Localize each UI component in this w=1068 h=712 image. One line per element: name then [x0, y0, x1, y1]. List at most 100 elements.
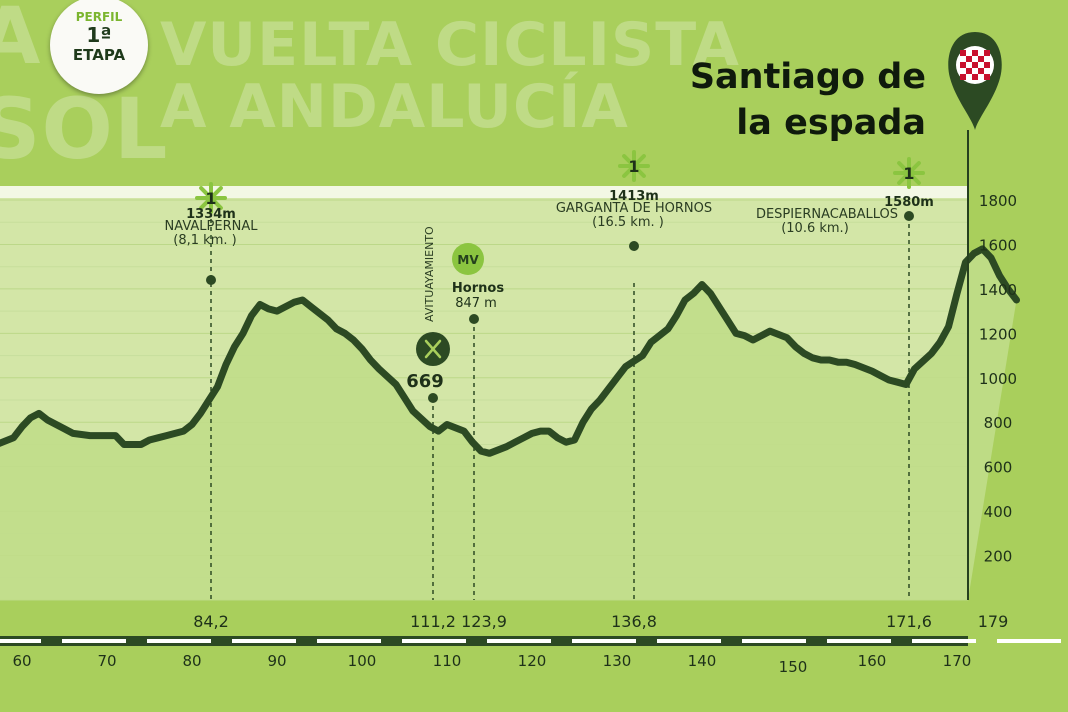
climb-name-label: GARGANTA DE HORNOS	[556, 201, 712, 216]
climb-category-label: 1	[205, 189, 216, 208]
x-axis-bar-segment	[232, 639, 296, 643]
climb-icon-ray	[622, 154, 646, 178]
climb-category-icon: 1	[893, 157, 925, 189]
feed-dot	[428, 393, 438, 403]
y-tick-label: 1600	[979, 236, 1017, 254]
profile-line	[0, 245, 1020, 457]
badge-line1: PERFIL	[75, 10, 123, 24]
climb-category-icon: 1	[195, 182, 227, 214]
checkered-flag-cell	[984, 50, 990, 56]
climb-distance-label: (16.5 km. )	[592, 215, 664, 230]
side-watermark-line2: SOL	[0, 80, 169, 178]
checkered-flag-cell	[972, 62, 978, 68]
climb-km-label: 84,2	[193, 612, 229, 631]
climb-summit-dot	[206, 275, 216, 285]
x-axis-bar-segment	[742, 639, 806, 643]
sprint-name-label: Hornos	[452, 281, 504, 296]
climb-category-label: 1	[903, 164, 914, 183]
sprint-km-label: 123,9	[461, 612, 507, 631]
sprint-dot	[469, 314, 479, 324]
y-tick-label: 1400	[979, 281, 1017, 299]
climb-category-label: 1	[628, 157, 639, 176]
checkered-flag-cell	[960, 62, 966, 68]
feed-altitude-label: 669	[406, 371, 444, 392]
y-tick-label: 1200	[979, 325, 1017, 343]
x-axis-bar-segment	[827, 639, 891, 643]
x-tick-label: 80	[182, 652, 201, 670]
sprint-altitude-label: 847 m	[455, 296, 497, 311]
climb-category-icon: 1	[618, 150, 650, 182]
climb-altitude-label: 1580m	[884, 195, 934, 210]
x-axis-bar-segment	[62, 639, 126, 643]
x-axis-bar-segment	[912, 639, 976, 643]
x-tick-label: 90	[267, 652, 286, 670]
x-tick-label: 150	[779, 658, 808, 676]
climb-km-label: 171,6	[886, 612, 932, 631]
x-axis-bar-segment	[0, 639, 41, 643]
x-axis-bar-segment	[317, 639, 381, 643]
checkered-flag-cell	[984, 62, 990, 68]
checkered-flag-cell	[960, 74, 966, 80]
x-axis-bar	[0, 636, 968, 646]
badge-line2: 1ª	[86, 23, 112, 47]
destination-line2: la espada	[736, 103, 926, 143]
x-tick-label: 160	[858, 652, 887, 670]
map-pin-icon	[948, 32, 1002, 130]
y-tick-label: 1800	[979, 192, 1017, 210]
x-tick-label: 170	[943, 652, 972, 670]
climb-summit-dot	[904, 211, 914, 221]
sprint-badge-label: MV	[457, 253, 479, 267]
climb-distance-label: (8,1 km. )	[173, 233, 236, 248]
y-tick-label: 400	[984, 503, 1013, 521]
stage-badge: PERFIL 1ª ETAPA	[50, 0, 148, 94]
title-watermark-line2: A ANDALUCÍA	[160, 72, 629, 142]
x-tick-label: 140	[688, 652, 717, 670]
x-tick-label: 100	[348, 652, 377, 670]
destination-line1: Santiago de	[689, 57, 926, 97]
y-tick-label: 600	[984, 459, 1013, 477]
plot-top-band	[0, 186, 968, 198]
y-tick-label: 1000	[979, 370, 1017, 388]
finish-km-label: 179	[978, 612, 1009, 631]
checkered-flag-cell	[978, 68, 984, 74]
knife-icon-line	[424, 339, 442, 359]
climb-distance-label: (10.6 km.)	[781, 221, 849, 236]
x-tick-label: 60	[12, 652, 31, 670]
x-axis-bar-segment	[402, 639, 466, 643]
climb-altitude-label: 1334m	[186, 207, 236, 222]
x-axis-bar-segment	[147, 639, 211, 643]
x-axis-bar-segment	[997, 639, 1061, 643]
x-tick-label: 70	[97, 652, 116, 670]
x-tick-label: 120	[518, 652, 547, 670]
feed-zone-label: AVITUAYAMIENTO	[423, 226, 436, 322]
checkered-flag-cell	[984, 74, 990, 80]
x-tick-label: 130	[603, 652, 632, 670]
x-axis-bar-segment	[657, 639, 721, 643]
destination-title: Santiago de la espada	[606, 54, 926, 146]
checkered-flag-cell	[960, 50, 966, 56]
badge-line3: ETAPA	[72, 46, 126, 64]
checkered-flag-cell	[972, 74, 978, 80]
climb-summit-dot	[629, 241, 639, 251]
feed-km-label: 111,2	[410, 612, 456, 631]
climb-km-label: 136,8	[611, 612, 657, 631]
checkered-flag-cell	[972, 50, 978, 56]
x-axis-bar-segment	[572, 639, 636, 643]
checkered-flag-cell	[978, 56, 984, 62]
y-tick-label: 200	[984, 548, 1013, 566]
checkered-flag-cell	[966, 68, 972, 74]
climb-icon-ray	[199, 186, 223, 210]
climb-icon-ray	[897, 161, 921, 185]
y-tick-label: 800	[984, 414, 1013, 432]
checkered-flag-cell	[966, 56, 972, 62]
climb-name-label: NAVALPERNAL	[165, 219, 259, 234]
x-axis-bar-segment	[487, 639, 551, 643]
sprint-badge-circle	[452, 243, 484, 275]
climb-name-label: DESPIERNACABALLOS	[756, 207, 898, 222]
x-tick-label: 110	[433, 652, 462, 670]
title-watermark-line1: VUELTA CICLISTA	[160, 10, 740, 80]
climb-altitude-label: 1413m	[609, 189, 659, 204]
side-watermark-line1: A	[0, 0, 42, 82]
